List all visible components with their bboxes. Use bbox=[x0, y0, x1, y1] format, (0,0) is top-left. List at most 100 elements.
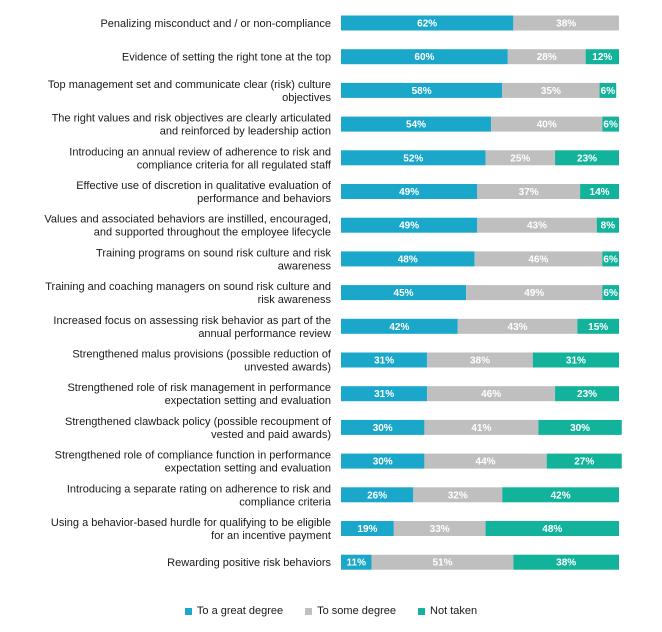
data-label: 38% bbox=[556, 19, 576, 30]
category-label: Strengthened clawback policy (possible r… bbox=[65, 416, 332, 441]
legend-swatch bbox=[418, 607, 426, 615]
bar-segment bbox=[427, 386, 556, 402]
data-label: 49% bbox=[524, 288, 544, 299]
data-label: 6% bbox=[601, 86, 616, 97]
category-label-line: annual performance review bbox=[198, 328, 331, 340]
data-label: 38% bbox=[556, 558, 576, 569]
bar-segment bbox=[477, 184, 581, 199]
data-label: 37% bbox=[519, 187, 539, 198]
category-label-line: and supported throughout the employee li… bbox=[94, 227, 331, 239]
bar-segment bbox=[427, 352, 533, 368]
bar-segment bbox=[413, 487, 503, 503]
data-label: 6% bbox=[603, 254, 618, 265]
data-label: 42% bbox=[389, 322, 409, 333]
data-label: 8% bbox=[601, 221, 616, 232]
bar-segment bbox=[474, 251, 603, 267]
bar-segment bbox=[477, 217, 597, 233]
bar-segment bbox=[341, 352, 428, 368]
data-label: 14% bbox=[590, 187, 610, 198]
legend-item: To some degree bbox=[305, 605, 396, 617]
data-label: 40% bbox=[537, 120, 557, 131]
category-label: Penalizing misconduct and / or non-compl… bbox=[100, 18, 331, 30]
category-label-line: Increased focus on assessing risk behavi… bbox=[53, 315, 331, 327]
category-label-line: expectation setting and evaluation bbox=[165, 395, 331, 407]
category-label-line: compliance criteria for all regulated st… bbox=[137, 159, 332, 171]
bar-segment bbox=[577, 318, 619, 334]
category-label-line: Penalizing misconduct and / or non-compl… bbox=[100, 18, 331, 30]
data-label: 60% bbox=[414, 52, 434, 63]
data-label: 51% bbox=[432, 558, 452, 569]
category-label-line: for an incentive payment bbox=[211, 530, 331, 542]
data-label: 11% bbox=[347, 558, 367, 569]
data-label: 45% bbox=[394, 288, 414, 299]
category-label: Training programs on sound risk culture … bbox=[96, 247, 331, 272]
category-label-line: Strengthened malus provisions (possible … bbox=[72, 349, 332, 361]
category-label: Values and associated behaviors are inst… bbox=[44, 214, 331, 239]
bar-segment bbox=[341, 386, 428, 402]
legend-swatch bbox=[305, 607, 313, 615]
chart-legend: To a great degree To some degree Not taken bbox=[0, 605, 662, 617]
category-label: Effective use of discretion in qualitati… bbox=[76, 180, 332, 205]
category-label: Top management set and communicate clear… bbox=[48, 79, 332, 104]
data-label: 30% bbox=[373, 457, 393, 468]
data-label: 31% bbox=[374, 356, 394, 367]
bar-segment bbox=[491, 116, 603, 132]
data-label: 31% bbox=[374, 389, 394, 400]
data-label: 49% bbox=[399, 187, 419, 198]
bar-segment bbox=[393, 521, 486, 536]
bar-segment bbox=[341, 217, 478, 233]
data-label: 19% bbox=[357, 524, 377, 535]
bar-segment bbox=[466, 285, 603, 301]
bar-segment bbox=[485, 150, 556, 166]
data-label: 42% bbox=[551, 490, 571, 501]
category-label: Rewarding positive risk behaviors bbox=[167, 557, 331, 569]
category-label-line: Values and associated behaviors are inst… bbox=[44, 214, 331, 226]
category-label-line: Introducing a separate rating on adheren… bbox=[67, 483, 331, 495]
category-label: Introducing a separate rating on adheren… bbox=[67, 483, 332, 508]
bar-segment bbox=[424, 419, 539, 435]
category-label-line: Training programs on sound risk culture … bbox=[96, 247, 331, 259]
data-label: 38% bbox=[470, 356, 490, 367]
data-label: 31% bbox=[566, 356, 586, 367]
data-label: 43% bbox=[527, 221, 547, 232]
category-label: Strengthened role of risk management in … bbox=[67, 382, 331, 407]
bar-segment bbox=[341, 318, 458, 334]
data-label: 27% bbox=[574, 457, 594, 468]
category-label-line: unvested awards) bbox=[244, 362, 331, 374]
data-label: 58% bbox=[412, 86, 432, 97]
bar-segment bbox=[602, 285, 619, 301]
category-label-line: awareness bbox=[278, 260, 332, 272]
data-label: 54% bbox=[406, 120, 426, 131]
category-label-line: The right values and risk objectives are… bbox=[52, 113, 331, 125]
bar-segment bbox=[507, 49, 586, 65]
bar-segment bbox=[585, 49, 619, 65]
bar-segment bbox=[532, 352, 619, 368]
bar-segment bbox=[513, 554, 619, 570]
stacked-bar-chart: Penalizing misconduct and / or non-compl… bbox=[44, 15, 622, 570]
category-label-line: risk awareness bbox=[258, 294, 332, 306]
category-label: Strengthened malus provisions (possible … bbox=[72, 349, 332, 374]
bar-segment bbox=[457, 318, 578, 334]
data-label: 41% bbox=[471, 423, 491, 434]
bar-segment bbox=[538, 419, 622, 435]
data-label: 49% bbox=[399, 221, 419, 232]
bar-segment bbox=[602, 251, 619, 267]
category-label-line: Training and coaching managers on sound … bbox=[45, 281, 331, 293]
category-label-line: and reinforced by leadership action bbox=[160, 126, 331, 138]
bar-segment bbox=[502, 82, 600, 98]
category-label: Introducing an annual review of adherenc… bbox=[69, 146, 332, 171]
data-label: 48% bbox=[398, 254, 418, 265]
bar-segment bbox=[371, 554, 514, 570]
data-label: 46% bbox=[528, 254, 548, 265]
bar-segment bbox=[513, 15, 619, 31]
bar-segment bbox=[341, 487, 414, 503]
legend-swatch bbox=[184, 607, 192, 615]
category-label-line: Strengthened role of risk management in … bbox=[67, 382, 331, 394]
category-label-line: Effective use of discretion in qualitati… bbox=[76, 180, 332, 192]
data-label: 26% bbox=[367, 490, 387, 501]
bar-segment bbox=[580, 184, 619, 199]
data-label: 30% bbox=[570, 423, 590, 434]
data-label: 46% bbox=[481, 389, 501, 400]
category-label-line: objectives bbox=[282, 92, 331, 104]
category-label: Strengthened role of compliance function… bbox=[55, 450, 331, 475]
